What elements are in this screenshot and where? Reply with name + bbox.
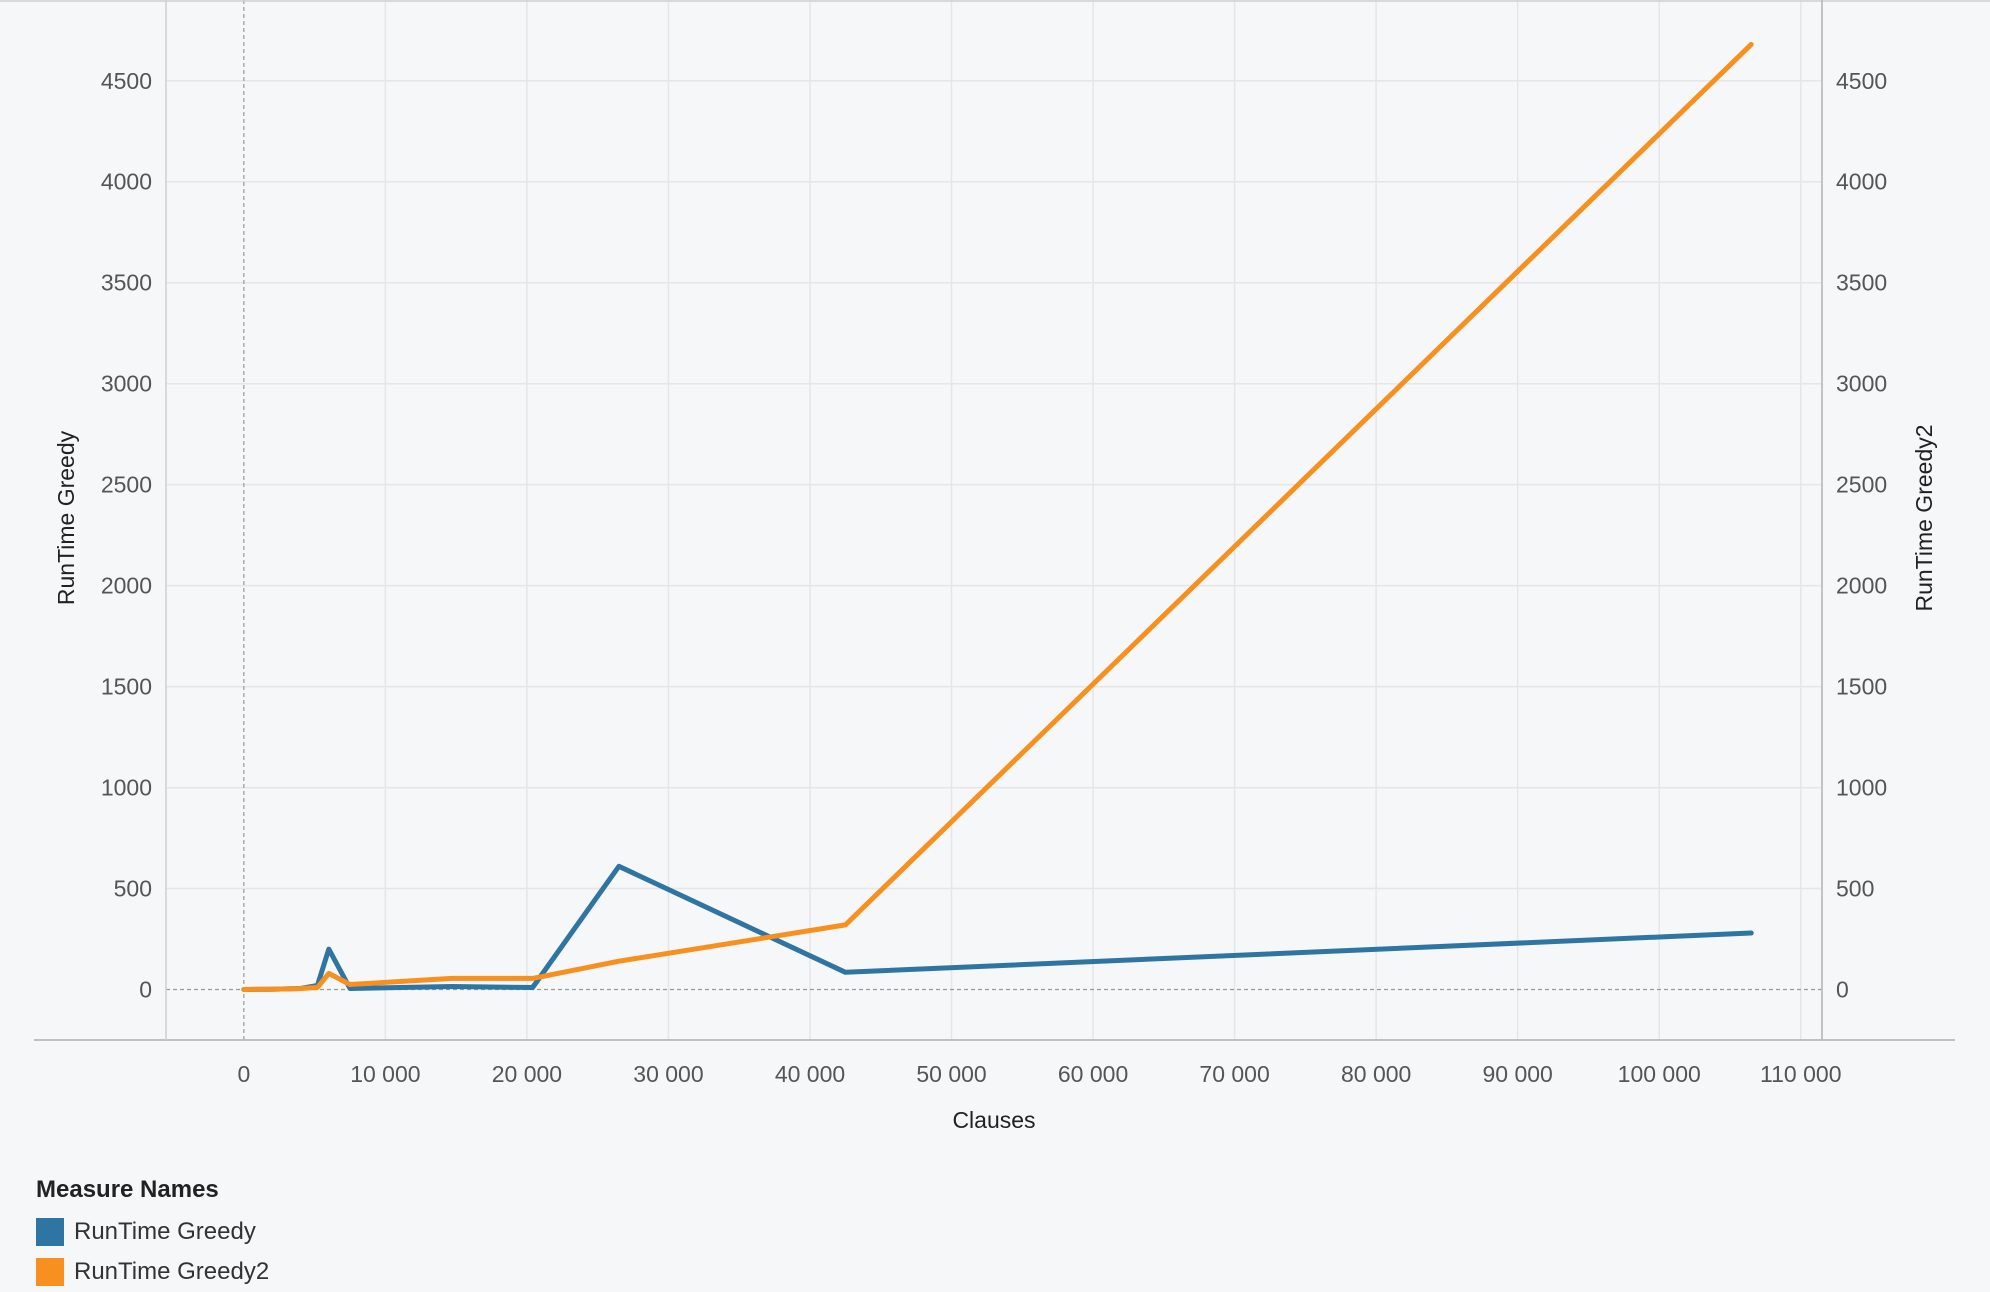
y2-tick-label: 1500 <box>1836 674 1887 700</box>
y2-axis-ticks: 0 500 1000 1500 2000 2500 3000 3500 4000 4500 <box>1836 68 1887 1003</box>
chart-frame <box>0 0 1990 1041</box>
y-tick-label: 2500 <box>101 472 152 498</box>
y2-tick-label: 3000 <box>1836 371 1887 397</box>
series-lines <box>241 41 1754 992</box>
x-tick-label: 70 000 <box>1199 1061 1269 1087</box>
x-tick-label: 30 000 <box>633 1061 703 1087</box>
x-tick-label: 90 000 <box>1483 1061 1553 1087</box>
y2-tick-label: 4000 <box>1836 169 1887 195</box>
x-tick-label: 60 000 <box>1058 1061 1128 1087</box>
y2-tick-label: 1000 <box>1836 775 1887 801</box>
legend-title: Measure Names <box>36 1176 219 1203</box>
x-axis-ticks: 0 10 000 20 000 30 000 40 000 50 000 60 000 70 … <box>237 1061 1841 1087</box>
y2-axis-title: RunTime Greedy2 <box>1911 424 1937 611</box>
legend-item-runtime-greedy[interactable]: RunTime Greedy <box>36 1212 269 1252</box>
series-line-runtime-greedy2[interactable] <box>241 41 1754 992</box>
y-tick-label: 500 <box>114 876 152 902</box>
grid-lines <box>166 0 1822 1040</box>
y-tick-label: 1000 <box>101 775 152 801</box>
y2-tick-label: 2000 <box>1836 573 1887 599</box>
y-axis-title: RunTime Greedy <box>53 430 79 605</box>
y-tick-label: 2000 <box>101 573 152 599</box>
legend-swatch-runtime-greedy2 <box>36 1258 64 1286</box>
y2-tick-label: 2500 <box>1836 472 1887 498</box>
legend: Measure Names RunTime Greedy RunTime Gre… <box>36 1176 269 1292</box>
legend-swatch-runtime-greedy <box>36 1218 64 1246</box>
x-tick-label: 20 000 <box>492 1061 562 1087</box>
y-tick-label: 1500 <box>101 674 152 700</box>
y-tick-label: 0 <box>139 977 152 1003</box>
y-tick-label: 3000 <box>101 371 152 397</box>
y-tick-label: 4000 <box>101 169 152 195</box>
legend-item-runtime-greedy2[interactable]: RunTime Greedy2 <box>36 1252 269 1292</box>
y-axis-ticks: 0 500 1000 1500 2000 2500 3000 3500 4000 4500 <box>101 68 152 1003</box>
y2-tick-label: 4500 <box>1836 68 1887 94</box>
x-tick-label: 80 000 <box>1341 1061 1411 1087</box>
x-tick-label: 110 000 <box>1760 1061 1841 1087</box>
x-axis-title: Clauses <box>952 1107 1035 1133</box>
y2-tick-label: 3500 <box>1836 270 1887 296</box>
y-tick-label: 4500 <box>101 68 152 94</box>
y2-tick-label: 500 <box>1836 876 1874 902</box>
x-tick-label: 50 000 <box>916 1061 986 1087</box>
x-tick-label: 100 000 <box>1618 1061 1701 1087</box>
x-tick-label: 40 000 <box>775 1061 845 1087</box>
x-tick-label: 10 000 <box>350 1061 420 1087</box>
legend-label-runtime-greedy: RunTime Greedy <box>74 1218 256 1245</box>
legend-label-runtime-greedy2: RunTime Greedy2 <box>74 1258 270 1285</box>
x-tick-label: 0 <box>237 1061 250 1087</box>
series-line-runtime-greedy[interactable] <box>241 863 1754 992</box>
y-tick-label: 3500 <box>101 270 152 296</box>
y2-tick-label: 0 <box>1836 977 1849 1003</box>
